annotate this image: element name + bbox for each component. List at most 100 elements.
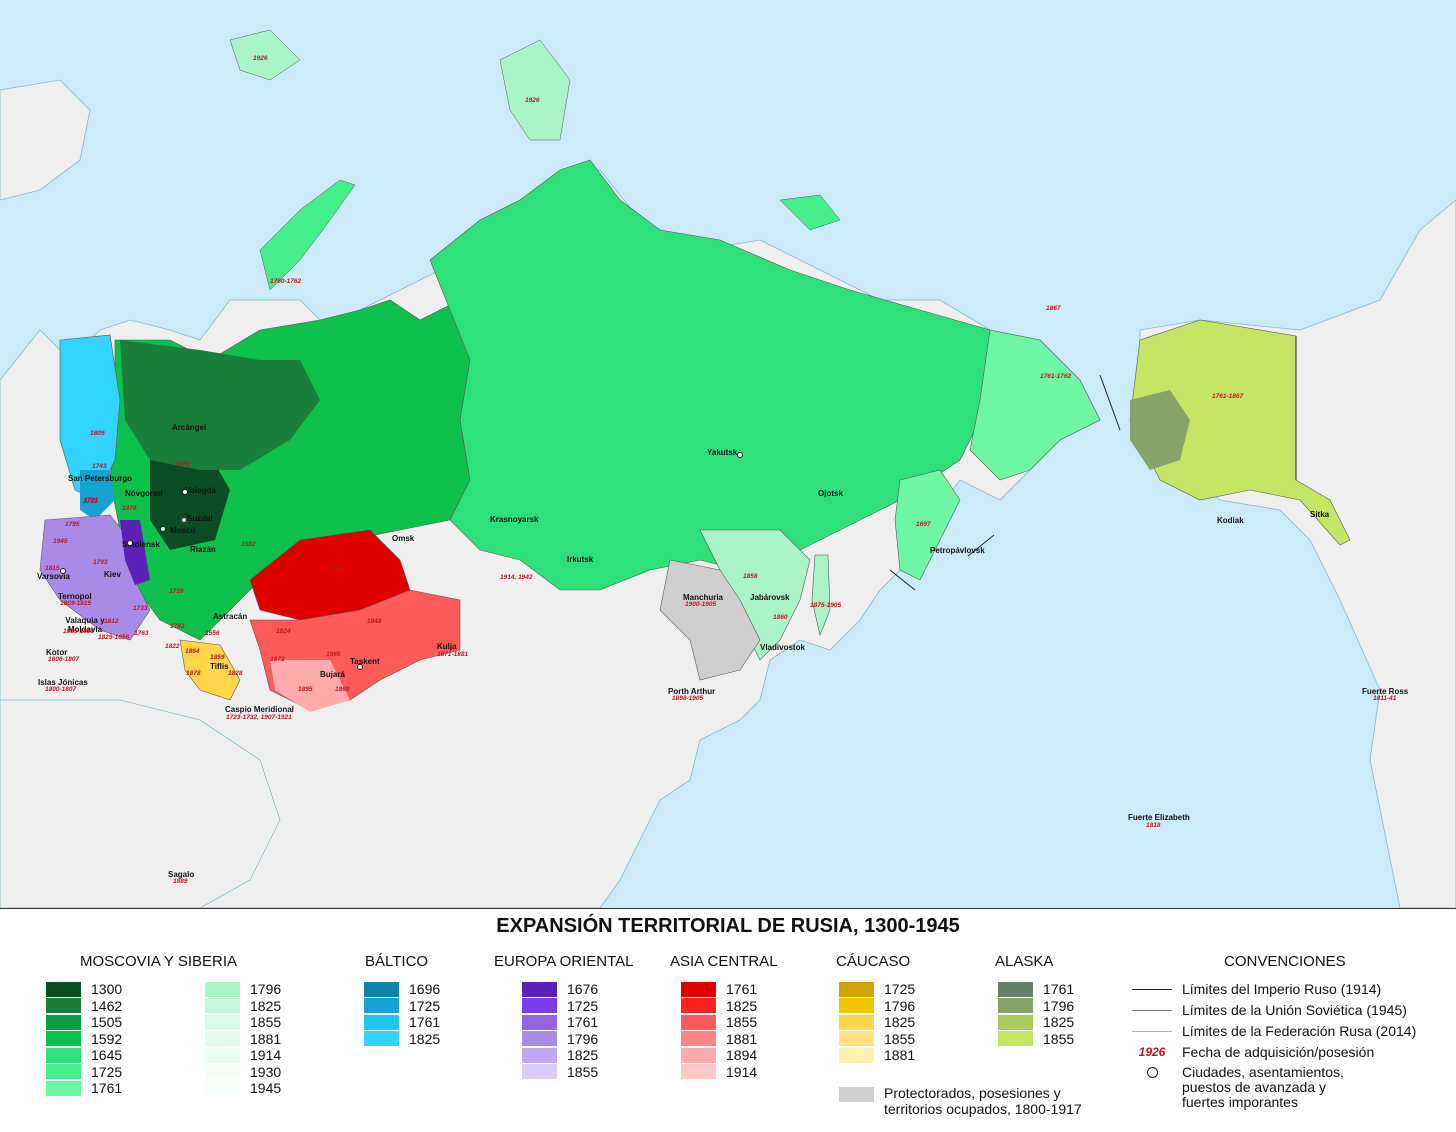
- date-label: 1868: [335, 686, 350, 693]
- swatch: [839, 1087, 874, 1102]
- legend-year: 1930: [250, 1063, 282, 1080]
- date-label: 1739: [169, 588, 184, 595]
- city-label: Riazán: [190, 545, 216, 554]
- region-europa-1676: [120, 520, 150, 585]
- legend-year: 1825: [250, 997, 282, 1014]
- boundary-line-federacion: [1132, 1030, 1172, 1032]
- city-label: Bujará: [320, 670, 345, 679]
- legend-row: 1825: [839, 1014, 915, 1031]
- legend-group-moscovia: MOSCOVIA Y SIBERIA: [80, 953, 237, 984]
- legend-group-europa: EUROPA ORIENTAL: [494, 953, 633, 984]
- legend-year: 1914: [250, 1047, 282, 1064]
- legend-row: 1725: [839, 981, 915, 998]
- region-caucaso: [179, 639, 241, 701]
- legend-year: 1761: [91, 1080, 123, 1097]
- legend-row: 1930: [205, 1064, 281, 1081]
- legend-row: 1825: [998, 1014, 1074, 1031]
- date-label: 1895: [298, 686, 313, 693]
- legend-year: 1881: [884, 1047, 916, 1064]
- date-label: 1478: [175, 461, 190, 468]
- date-label: 1809: [90, 430, 105, 437]
- city-label: Ojotsk: [818, 489, 843, 498]
- swatch: [46, 998, 81, 1014]
- swatch: [522, 1031, 557, 1047]
- legend-year: 1894: [726, 1047, 758, 1064]
- legend-year: 1725: [884, 981, 916, 998]
- legend-row: 1796: [205, 981, 281, 998]
- boundary-line-union: [1132, 1009, 1172, 1011]
- legend-year: 1825: [567, 1047, 599, 1064]
- city-label: Tiflis: [210, 662, 229, 671]
- date-label: 1828: [228, 670, 243, 677]
- legend-group-convenciones: CONVENCIONES: [1224, 953, 1346, 984]
- swatch: [46, 1080, 81, 1096]
- date-label: 1809-1815: [60, 600, 92, 607]
- swatch: [839, 1047, 874, 1063]
- swatch: [205, 1031, 240, 1047]
- swatch: [998, 998, 1033, 1014]
- region-far-east: [969, 329, 1101, 481]
- date-label: 1818: [1146, 822, 1161, 829]
- swatch: [522, 998, 557, 1014]
- legend-alaska-rows: 1761 1796 1825 1855: [998, 981, 1074, 1047]
- legend-year: 1725: [409, 997, 441, 1014]
- date-label: 1848: [367, 618, 382, 625]
- legend-row: 1855: [205, 1014, 281, 1031]
- city-label: Kodiak: [1217, 516, 1244, 525]
- date-label: 1721: [83, 498, 98, 505]
- city-label: Kotor: [46, 648, 68, 657]
- city-label: Smolensk: [122, 540, 160, 549]
- city-dot: [357, 664, 363, 670]
- city-label: Moscú: [170, 526, 196, 535]
- legend-year: 1855: [884, 1030, 916, 1047]
- legend-row: 1881: [205, 1031, 281, 1048]
- legend-protectorados-label: Protectorados, posesiones y territorios …: [884, 1085, 1082, 1117]
- legend-year: 1761: [567, 1014, 599, 1031]
- city-label: Omsk: [392, 534, 415, 543]
- swatch: [46, 981, 81, 997]
- date-label: 1721: [84, 497, 99, 504]
- legend-year: 1914: [726, 1063, 758, 1080]
- swatch: [681, 1064, 716, 1080]
- legend-year: 1855: [1043, 1030, 1075, 1047]
- legend-year: 1855: [726, 1014, 758, 1031]
- legend-year: 1761: [1043, 981, 1075, 998]
- date-label: 1860: [773, 614, 788, 621]
- legend-label: Límites del Imperio Ruso (1914): [1182, 981, 1382, 997]
- legend-convenciones-rows: Límites del Imperio Ruso (1914) Límites …: [1132, 981, 1416, 1115]
- boundary-line-imperio: [1132, 988, 1172, 990]
- legend-year: 1881: [726, 1030, 758, 1047]
- swatch: [681, 1031, 716, 1047]
- legend-heading: EUROPA ORIENTAL: [494, 953, 634, 970]
- legend-row: 1761: [681, 981, 757, 998]
- swatch: [839, 998, 874, 1014]
- date-label: 1926: [253, 55, 268, 62]
- date-label: 1824: [276, 628, 291, 635]
- city-dot: [737, 452, 743, 458]
- legend-group-caucaso: CÁUCASO: [836, 953, 910, 984]
- swatch: [205, 981, 240, 997]
- legend-year: 1796: [1043, 997, 1075, 1014]
- legend-row: 1725: [364, 998, 440, 1015]
- city-label: Kulja: [437, 642, 457, 651]
- region-baltico-1721: [80, 470, 115, 520]
- legend-row: 1796: [998, 998, 1074, 1015]
- legend-year: 1825: [1043, 1014, 1075, 1031]
- city-label: Krasnoyarsk: [490, 515, 539, 524]
- legend-year: 1945: [250, 1080, 282, 1097]
- region-europa-oriental: [39, 514, 151, 641]
- legend-row: 1761: [46, 1080, 122, 1097]
- swatch: [681, 1014, 716, 1030]
- date-label: 1900-1905: [685, 601, 717, 608]
- legend-row: 1914: [205, 1047, 281, 1064]
- date-label: 1760-1762: [270, 278, 302, 285]
- swatch: [998, 1031, 1033, 1047]
- city-label: Petropávlovsk: [930, 546, 985, 555]
- date-label: 1859: [210, 654, 225, 661]
- legend-heading: CÁUCASO: [836, 953, 911, 970]
- city-circle-icon: [1132, 1065, 1172, 1078]
- city-label: Fuerte Ross: [1362, 687, 1409, 696]
- swatch: [839, 1014, 874, 1030]
- swatch: [364, 998, 399, 1014]
- date-label: 1867: [1046, 305, 1061, 312]
